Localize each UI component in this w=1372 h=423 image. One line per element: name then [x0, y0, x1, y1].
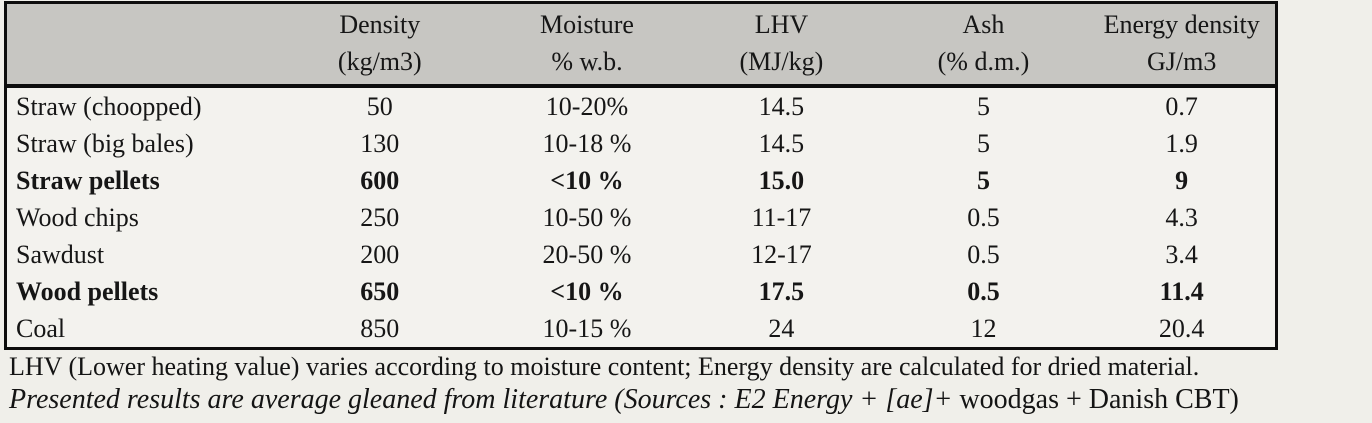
footnote-sources-italic: Presented results are average gleaned fr… — [9, 384, 960, 415]
col-header-density: Density (kg/m3) — [269, 2, 490, 88]
cell-lhv: 15.0 — [758, 166, 805, 195]
col-header-moisture-line1: Moisture — [540, 10, 634, 39]
table-header-row: Density (kg/m3) Moisture % w.b. LHV (MJ/… — [5, 2, 1277, 88]
col-header-moisture-line2: % w.b. — [551, 47, 623, 76]
cell-lhv: 12-17 — [751, 240, 812, 269]
cell-moisture: 10-15 % — [542, 314, 632, 343]
col-header-fuel — [5, 2, 270, 88]
cell-ash: 5 — [976, 166, 990, 195]
table-row: Wood pellets 650 <10 % 17.5 0.5 11.4 — [6, 273, 1277, 310]
col-header-energy-density-line1: Energy density — [1103, 10, 1260, 39]
cell-energy-density: 9 — [1175, 166, 1189, 195]
cell-ash: 0.5 — [967, 277, 1000, 306]
cell-energy-density: 11.4 — [1159, 277, 1204, 306]
cell-moisture: 20-50 % — [542, 240, 632, 269]
cell-ash: 0.5 — [967, 203, 1000, 232]
cell-fuel-name: Wood chips — [16, 203, 139, 232]
cell-energy-density: 20.4 — [1158, 314, 1205, 343]
cell-lhv: 11-17 — [751, 203, 812, 232]
cell-energy-density: 1.9 — [1165, 129, 1198, 158]
table-footnotes: LHV (Lower heating value) varies accordi… — [9, 351, 1372, 418]
cell-energy-density: 3.4 — [1165, 240, 1198, 269]
cell-density: 200 — [360, 240, 400, 269]
cell-lhv: 14.5 — [758, 129, 805, 158]
cell-moisture: 10-20% — [545, 92, 629, 121]
table-row: Sawdust 200 20-50 % 12-17 0.5 3.4 — [6, 236, 1277, 273]
footnote-sources: Presented results are average gleaned fr… — [9, 382, 1372, 418]
footnote-sources-upright: woodgas + Danish CBT) — [959, 384, 1239, 415]
cell-lhv: 24 — [768, 314, 795, 343]
cell-ash: 12 — [970, 314, 997, 343]
col-header-lhv-line2: (MJ/kg) — [739, 47, 824, 76]
cell-moisture: 10-50 % — [542, 203, 632, 232]
fuel-properties-table: Density (kg/m3) Moisture % w.b. LHV (MJ/… — [4, 1, 1278, 350]
cell-energy-density: 4.3 — [1165, 203, 1198, 232]
cell-fuel-name: Coal — [16, 314, 66, 343]
col-header-ash-line1: Ash — [962, 10, 1005, 39]
footnote-lhv-definition: LHV (Lower heating value) varies accordi… — [9, 352, 1200, 381]
cell-ash: 5 — [976, 92, 990, 121]
cell-lhv: 17.5 — [758, 277, 805, 306]
cell-fuel-name: Sawdust — [16, 240, 105, 269]
table-row: Coal 850 10-15 % 24 12 20.4 — [6, 310, 1277, 349]
cell-moisture: <10 % — [550, 277, 624, 306]
cell-density: 650 — [360, 277, 400, 306]
col-header-density-line2: (kg/m3) — [337, 47, 422, 76]
cell-moisture: <10 % — [550, 166, 624, 195]
cell-density: 250 — [360, 203, 400, 232]
cell-fuel-name: Straw pellets — [16, 166, 160, 195]
cell-fuel-name: Straw (choopped) — [16, 92, 202, 121]
cell-ash: 5 — [976, 129, 990, 158]
col-header-energy-density: Energy density GJ/m3 — [1088, 2, 1277, 88]
cell-lhv: 14.5 — [758, 92, 805, 121]
cell-energy-density: 0.7 — [1165, 92, 1198, 121]
cell-density: 850 — [360, 314, 400, 343]
col-header-lhv-line1: LHV — [754, 10, 809, 39]
table-row: Straw pellets 600 <10 % 15.0 5 9 — [6, 162, 1277, 199]
col-header-ash-line2: (% d.m.) — [937, 47, 1030, 76]
col-header-ash: Ash (% d.m.) — [878, 2, 1089, 88]
cell-ash: 0.5 — [967, 240, 1000, 269]
cell-fuel-name: Wood pellets — [16, 277, 159, 306]
table-row: Straw (big bales) 130 10-18 % 14.5 5 1.9 — [6, 125, 1277, 162]
col-header-density-line1: Density — [339, 10, 421, 39]
cell-density: 50 — [366, 92, 393, 121]
cell-density: 130 — [360, 129, 400, 158]
col-header-energy-density-line2: GJ/m3 — [1147, 47, 1217, 76]
col-header-moisture: Moisture % w.b. — [489, 2, 685, 88]
cell-fuel-name: Straw (big bales) — [16, 129, 194, 158]
cell-density: 600 — [360, 166, 400, 195]
col-header-lhv: LHV (MJ/kg) — [684, 2, 879, 88]
table-row: Straw (choopped) 50 10-20% 14.5 5 0.7 — [6, 86, 1277, 125]
cell-moisture: 10-18 % — [542, 129, 632, 158]
table-row: Wood chips 250 10-50 % 11-17 0.5 4.3 — [6, 199, 1277, 236]
